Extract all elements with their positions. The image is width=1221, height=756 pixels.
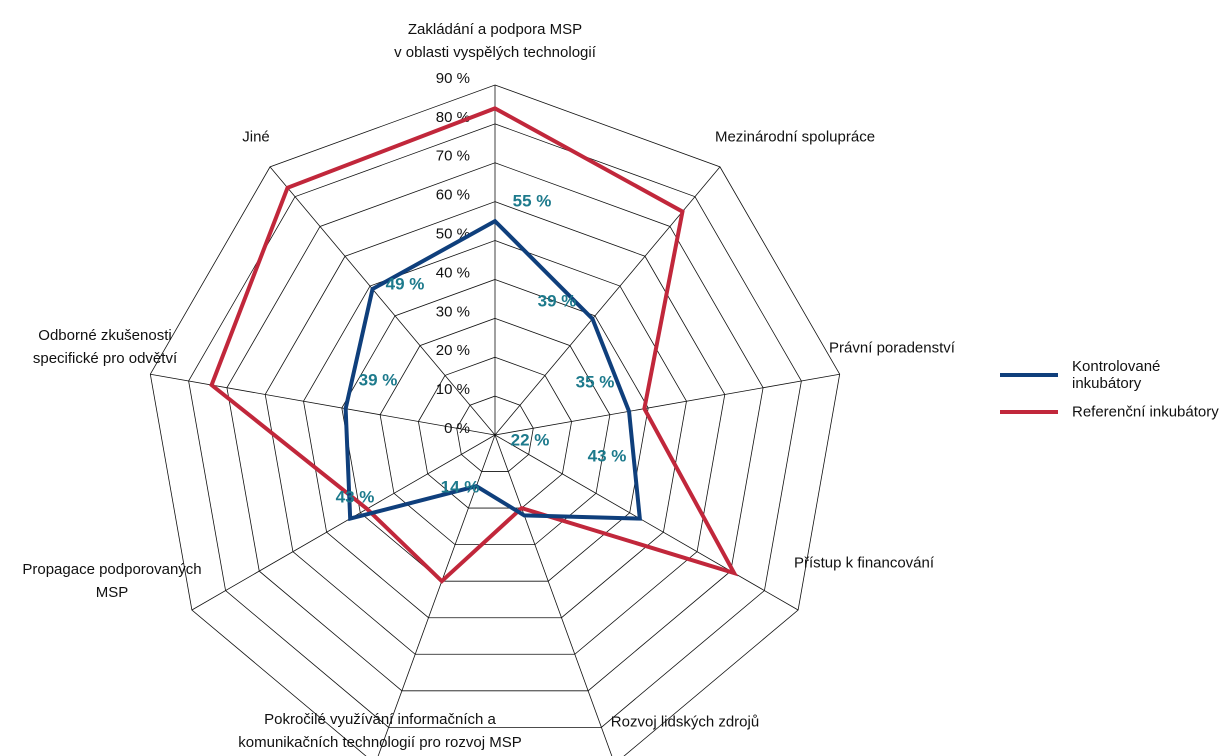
grid-ring <box>149 84 841 756</box>
category-label: Rozvoj lidských zdrojů <box>610 713 760 731</box>
data-label: 39 % <box>538 291 577 310</box>
spoke <box>150 373 496 436</box>
grid-ring <box>226 162 764 692</box>
category-label: Právní poradenství <box>829 339 955 357</box>
tick-label: 10 % <box>436 381 470 398</box>
data-label: 49 % <box>386 274 425 293</box>
category-label: Jiné <box>242 128 270 146</box>
tick-label: 0 % <box>444 420 470 437</box>
tick-label: 60 % <box>436 187 470 204</box>
data-label: 35 % <box>576 372 615 391</box>
grid-ring <box>379 317 611 546</box>
spoke <box>191 434 496 611</box>
spoke <box>494 434 799 611</box>
category-label: Propagace podporovaných MSP <box>22 561 202 601</box>
data-label: 43 % <box>588 446 627 465</box>
tick-label: 20 % <box>436 342 470 359</box>
spoke <box>269 166 496 436</box>
category-label: Odborné zkušenosti specifické pro odvětv… <box>32 327 178 367</box>
grid-ring <box>456 395 534 472</box>
data-label: 39 % <box>359 370 398 389</box>
legend-label: Kontrolované inkubátory <box>1072 358 1161 392</box>
grid-ring <box>188 123 802 728</box>
series-line <box>209 106 739 584</box>
grid-ring <box>264 201 726 655</box>
category-label: Přístup k financování <box>793 554 935 572</box>
data-label: 43 % <box>336 487 375 506</box>
category-label: Mezinárodní spolupráce <box>714 128 876 146</box>
data-label: 14 % <box>441 477 480 496</box>
grid-ring <box>341 279 649 582</box>
series-line <box>343 218 643 522</box>
data-label: 55 % <box>513 191 552 210</box>
tick-label: 40 % <box>436 264 470 281</box>
legend-label: Referenční inkubátory <box>1072 403 1219 421</box>
tick-label: 30 % <box>436 303 470 320</box>
data-label: 22 % <box>511 430 550 449</box>
spoke <box>494 373 840 436</box>
spoke <box>494 434 613 756</box>
tick-label: 90 % <box>436 70 470 87</box>
grid-ring <box>417 356 573 509</box>
grid-ring <box>303 240 687 619</box>
category-label: Zakládání a podpora MSP v oblasti vyspěl… <box>394 21 596 61</box>
spoke <box>377 434 496 756</box>
tick-label: 70 % <box>436 148 470 165</box>
category-label: Pokročilé využívání informačních a komun… <box>238 711 522 751</box>
